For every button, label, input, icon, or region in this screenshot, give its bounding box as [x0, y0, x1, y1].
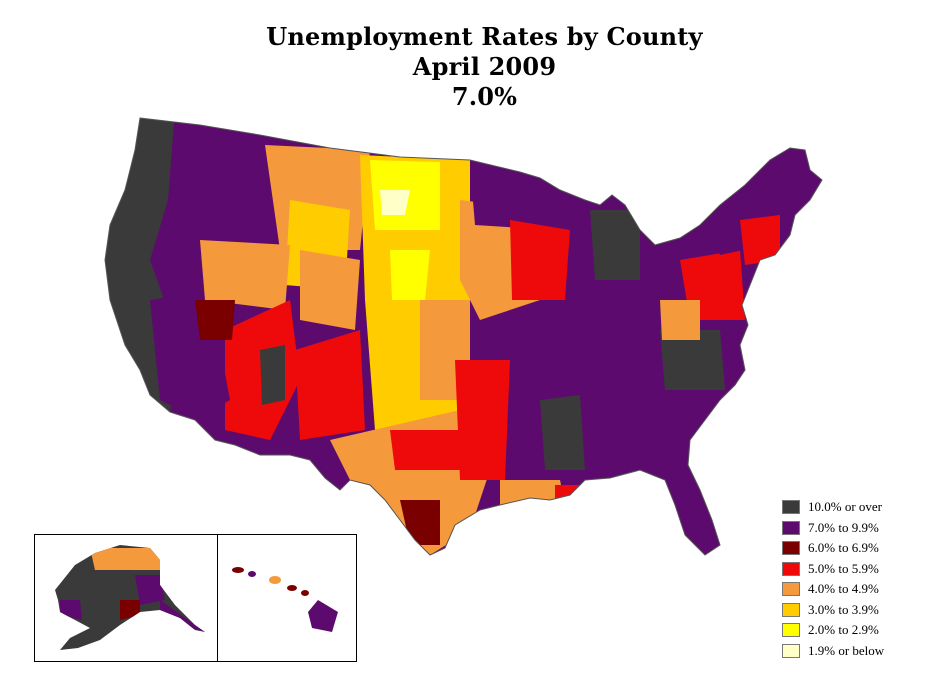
map-title: Unemployment Rates by County April 2009 …	[0, 22, 929, 112]
legend-label: 10.0% or over	[808, 499, 883, 515]
legend-item: 4.0% to 4.9%	[782, 579, 922, 600]
legend-label: 2.0% to 2.9%	[808, 622, 879, 638]
legend-swatch	[782, 541, 800, 556]
legend-swatch	[782, 520, 800, 535]
legend-swatch	[782, 602, 800, 617]
legend-item: 7.0% to 9.9%	[782, 518, 922, 539]
legend-label: 5.0% to 5.9%	[808, 560, 879, 576]
legend-item: 6.0% to 6.9%	[782, 538, 922, 559]
legend-swatch	[782, 561, 800, 576]
inset-frame	[34, 534, 357, 662]
legend-label: 6.0% to 6.9%	[808, 540, 879, 556]
title-line-3: 7.0%	[451, 82, 518, 111]
title-line-1: Unemployment Rates by County	[266, 22, 703, 51]
legend: 10.0% or over 7.0% to 9.9% 6.0% to 6.9% …	[782, 497, 922, 661]
legend-item: 2.0% to 2.9%	[782, 620, 922, 641]
legend-item: 3.0% to 3.9%	[782, 600, 922, 621]
legend-item: 10.0% or over	[782, 497, 922, 518]
legend-swatch	[782, 582, 800, 597]
legend-item: 1.9% or below	[782, 641, 922, 662]
legend-swatch	[782, 643, 800, 658]
legend-label: 7.0% to 9.9%	[808, 519, 879, 535]
legend-label: 3.0% to 3.9%	[808, 601, 879, 617]
legend-label: 1.9% or below	[808, 642, 885, 658]
legend-swatch	[782, 623, 800, 638]
legend-label: 4.0% to 4.9%	[808, 581, 879, 597]
legend-item: 5.0% to 5.9%	[782, 559, 922, 580]
title-line-2: April 2009	[412, 52, 557, 81]
inset-divider	[217, 534, 218, 662]
legend-swatch	[782, 500, 800, 515]
